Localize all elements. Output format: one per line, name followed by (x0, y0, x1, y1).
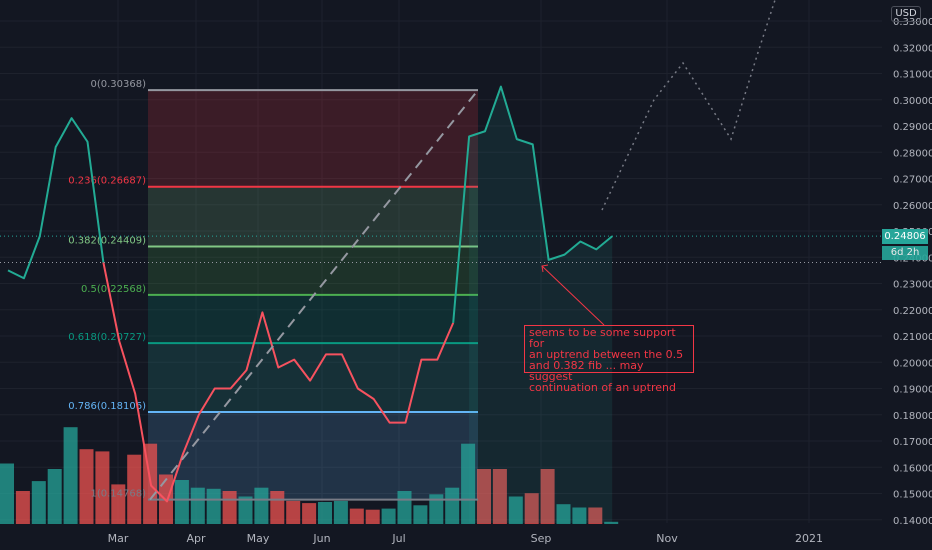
y-tick-label: 0.33000 (893, 17, 932, 28)
volume-bar (429, 494, 444, 524)
volume-bar (508, 496, 523, 524)
projection-polyline (601, 0, 776, 211)
price-line-segment (452, 85, 613, 323)
fib-level-label: 0.786(0.18106) (68, 401, 146, 412)
countdown-badge: 6d 2h (882, 246, 928, 260)
currency-label[interactable]: USD (891, 6, 921, 22)
volume-bar (206, 488, 221, 524)
volume-bar (333, 500, 348, 524)
volume-bar (0, 463, 14, 524)
fib-level-label: 0.236(0.26687) (68, 176, 146, 187)
x-axis: Mar Apr May Jun Jul Sep Nov 2021 (108, 532, 823, 545)
x-tick-label: Mar (108, 532, 129, 545)
annotation-arrow (541, 264, 605, 326)
y-tick-label: 0.18000 (893, 411, 932, 422)
price-line-segment (7, 117, 105, 280)
volume-bar (270, 491, 285, 524)
projection-line (601, 0, 776, 211)
volume-bar (492, 469, 507, 524)
volume-bar (286, 500, 301, 524)
fib-level-label: 0(0.30368) (90, 79, 146, 90)
fib-zone (148, 186, 478, 247)
volume-bar (556, 504, 571, 524)
fib-levels (148, 89, 478, 501)
trend-line (149, 89, 479, 501)
volume-bar (127, 454, 142, 524)
volume-bar (238, 496, 253, 524)
fib-zone (148, 411, 478, 500)
volume-bar (524, 493, 539, 524)
y-tick-label: 0.26000 (893, 201, 932, 212)
volume-bar (15, 491, 30, 524)
fib-zone (148, 246, 478, 295)
volume-bar (222, 491, 237, 524)
volume-bar (47, 469, 62, 524)
volume-bar (111, 484, 126, 524)
y-tick-label: 0.30000 (893, 96, 932, 107)
price-level-lines (0, 235, 882, 263)
fib-zone (148, 294, 478, 344)
volume-bar (79, 449, 94, 524)
y-tick-label: 0.27000 (893, 175, 932, 186)
arrow-shaft (541, 265, 605, 326)
volume-bar (397, 491, 412, 524)
x-tick-label: 2021 (795, 532, 823, 545)
x-tick-label: Nov (656, 532, 678, 545)
volume-bar (604, 521, 619, 524)
x-tick-label: Apr (186, 532, 206, 545)
volume-bar (254, 487, 269, 524)
fib-zones (148, 90, 478, 500)
volume-bar (540, 469, 555, 524)
x-tick-label: May (247, 532, 270, 545)
y-tick-label: 0.22000 (893, 306, 932, 317)
volume-bars (0, 427, 619, 524)
volume-bar (477, 469, 491, 524)
fib-level-label: 0.618(0.20727) (68, 332, 146, 343)
y-tick-label: 0.17000 (893, 437, 932, 448)
price-series (7, 85, 613, 523)
fib-level-label: 1(0.14768) (90, 489, 146, 500)
y-tick-label: 0.15000 (893, 490, 932, 501)
fib-zone (148, 90, 478, 187)
volume-bar (31, 481, 46, 524)
y-tick-label: 0.28000 (893, 148, 932, 159)
y-tick-label: 0.23000 (893, 280, 932, 291)
y-tick-label: 0.20000 (893, 358, 932, 369)
volume-bar (190, 487, 205, 524)
fib-level-label: 0.5(0.22568) (81, 284, 146, 295)
annotation-note[interactable]: seems to be some support for an uptrend … (524, 325, 694, 393)
fib-labels: 0(0.30368) 0.236(0.26687) 0.382(0.24409) 0.… (68, 79, 146, 500)
y-tick-label: 0.32000 (893, 43, 932, 54)
volume-bar (413, 505, 428, 524)
volume-bar (63, 427, 78, 524)
price-line-segment (102, 262, 455, 503)
volume-bar (349, 508, 364, 524)
volume-bar (572, 507, 587, 524)
x-tick-label: Sep (531, 532, 552, 545)
x-tick-label: Jul (391, 532, 405, 545)
grid-lines (0, 0, 882, 523)
volume-bar (445, 487, 460, 524)
y-tick-label: 0.31000 (893, 70, 932, 81)
volume-bar (302, 503, 317, 524)
volume-bar (318, 502, 332, 524)
fib-level-label: 0.382(0.24409) (68, 236, 146, 247)
volume-bar (174, 480, 189, 524)
y-tick-label: 0.16000 (893, 463, 932, 474)
trend-line-segment (149, 89, 479, 501)
y-tick-label: 0.29000 (893, 122, 932, 133)
volume-bar (381, 508, 396, 524)
y-tick-label: 0.19000 (893, 385, 932, 396)
volume-bar (461, 443, 476, 524)
volume-bar (95, 451, 110, 524)
arrow-head (541, 264, 549, 273)
y-tick-label: 0.21000 (893, 332, 932, 343)
volume-bar (365, 509, 380, 524)
volume-bar (588, 507, 603, 524)
x-tick-label: Jun (312, 532, 330, 545)
series-area (469, 86, 613, 523)
last-price-badge: 0.24806 (882, 229, 928, 244)
y-tick-label: 0.14000 (893, 516, 932, 527)
